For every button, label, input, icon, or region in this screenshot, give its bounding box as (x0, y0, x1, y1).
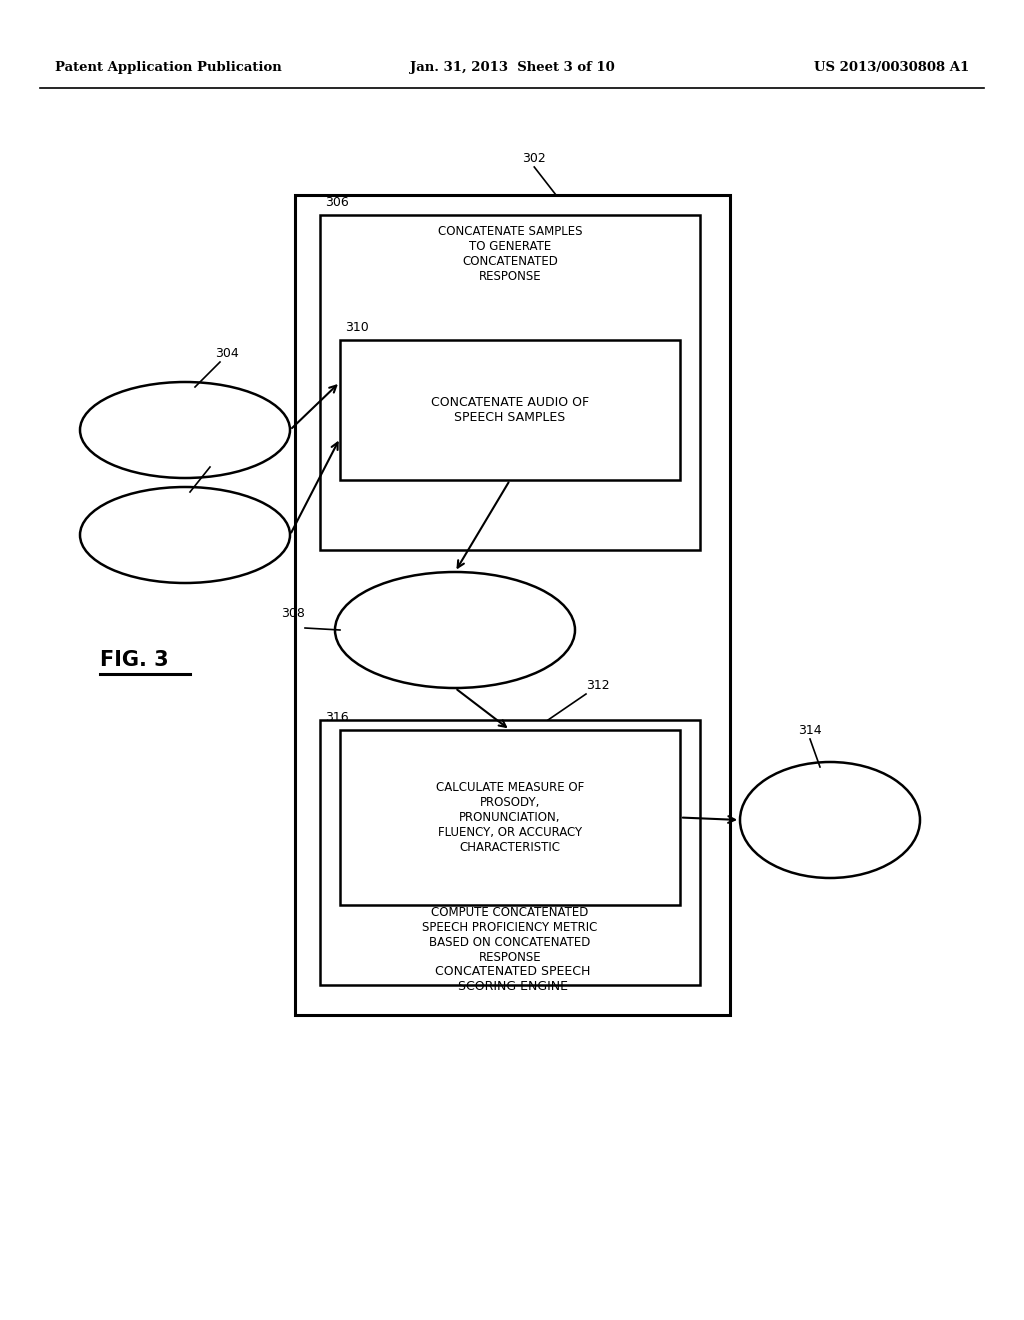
Bar (340, 730, 680, 906)
Text: 308: 308 (282, 607, 305, 620)
Text: 316: 316 (325, 711, 348, 723)
Bar (295, 195, 730, 1015)
Text: CONCATENATE SAMPLES
TO GENERATE
CONCATENATED
RESPONSE: CONCATENATE SAMPLES TO GENERATE CONCATEN… (437, 224, 583, 282)
Text: FIG. 3: FIG. 3 (100, 649, 169, 671)
Text: 310: 310 (345, 321, 369, 334)
Text: Jan. 31, 2013  Sheet 3 of 10: Jan. 31, 2013 Sheet 3 of 10 (410, 62, 614, 74)
Text: SPEECH SAMPLE: SPEECH SAMPLE (137, 424, 233, 437)
Bar (319, 215, 700, 550)
Text: CONCATENATE AUDIO OF
SPEECH SAMPLES: CONCATENATE AUDIO OF SPEECH SAMPLES (431, 396, 589, 424)
Text: Patent Application Publication: Patent Application Publication (55, 62, 282, 74)
Ellipse shape (80, 381, 290, 478)
Text: CONCATENATED
SPEECH PROFICIENCY
METRIC: CONCATENATED SPEECH PROFICIENCY METRIC (773, 804, 887, 837)
Text: US 2013/0030808 A1: US 2013/0030808 A1 (814, 62, 969, 74)
Text: 304: 304 (205, 451, 228, 465)
Ellipse shape (335, 572, 575, 688)
Text: 302: 302 (522, 152, 546, 165)
Text: 306: 306 (325, 195, 349, 209)
Text: COMPUTE CONCATENATED
SPEECH PROFICIENCY METRIC
BASED ON CONCATENATED
RESPONSE: COMPUTE CONCATENATED SPEECH PROFICIENCY … (422, 906, 598, 964)
Text: 314: 314 (798, 723, 822, 737)
Bar (319, 719, 700, 985)
Bar (340, 341, 680, 480)
Text: 304: 304 (215, 347, 239, 360)
Text: CALCULATE MEASURE OF
PROSODY,
PRONUNCIATION,
FLUENCY, OR ACCURACY
CHARACTERISTIC: CALCULATE MEASURE OF PROSODY, PRONUNCIAT… (436, 781, 584, 854)
Text: SPEECH SAMPLE: SPEECH SAMPLE (137, 528, 233, 541)
Text: 312: 312 (586, 678, 609, 692)
Ellipse shape (80, 487, 290, 583)
Text: CONCATENATED
RESPONSE: CONCATENATED RESPONSE (404, 616, 506, 644)
Ellipse shape (740, 762, 920, 878)
Text: CONCATENATED SPEECH
SCORING ENGINE: CONCATENATED SPEECH SCORING ENGINE (435, 965, 590, 993)
